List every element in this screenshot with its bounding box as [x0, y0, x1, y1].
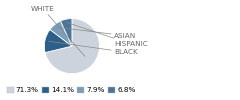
Wedge shape [44, 30, 72, 53]
Text: WHITE: WHITE [31, 6, 85, 56]
Legend: 71.3%, 14.1%, 7.9%, 6.8%: 71.3%, 14.1%, 7.9%, 6.8% [4, 84, 138, 96]
Wedge shape [45, 19, 100, 74]
Text: ASIAN: ASIAN [57, 27, 136, 39]
Wedge shape [60, 19, 72, 46]
Wedge shape [50, 21, 72, 46]
Text: BLACK: BLACK [48, 41, 138, 55]
Text: HISPANIC: HISPANIC [67, 22, 148, 47]
